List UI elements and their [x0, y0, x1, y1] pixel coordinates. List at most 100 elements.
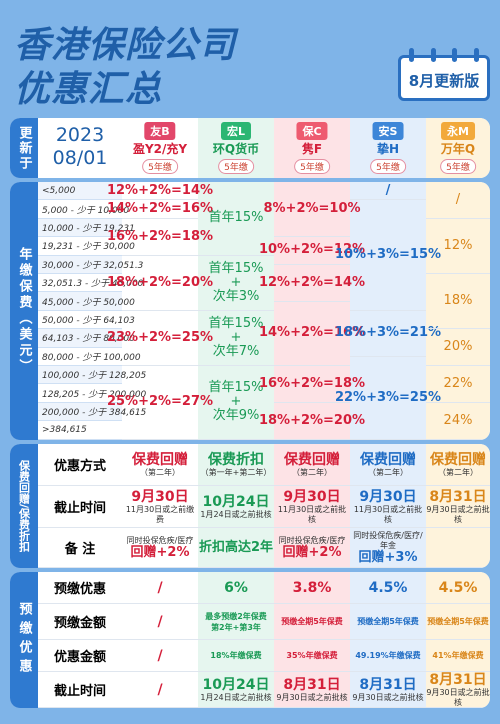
deadline-cell: 9月30日 11月30日或之前缴费	[122, 486, 198, 528]
deadline-cell: 9月30日 11月30日或之前批核	[274, 486, 350, 528]
product-header-2: 宏L 环Q货币 5年缴	[198, 118, 274, 178]
annual-premium-side-label: 年缴保费（美元）	[10, 182, 38, 440]
deadline-main: /	[157, 681, 163, 698]
amount-text: 预缴全期5年保费	[427, 617, 489, 626]
rate-text: 18%+3%=21%	[334, 325, 442, 341]
pay-years: 5年缴	[294, 159, 330, 174]
benefit-text: 18%年缴保费	[210, 651, 262, 660]
premium-band: 5,000 - 少于 10,000	[38, 200, 129, 219]
deadline-main: 8月31日	[429, 671, 487, 688]
c4-rate: 18%+3%=21%	[335, 311, 441, 357]
method-main: 保费回赠	[132, 451, 188, 468]
method-sub: （第二年）	[368, 467, 408, 477]
c2-rate: 首年15%	[198, 182, 274, 256]
benefit-cell: /	[122, 640, 198, 672]
c4-rate: /	[350, 182, 426, 201]
rate-text: 次年3%	[212, 288, 260, 304]
rate-text: 首年15%	[208, 210, 264, 226]
product-name: 环Q货币	[212, 142, 260, 156]
note-main: 回赠+2%	[130, 544, 190, 560]
c5-rate: 24%	[426, 403, 490, 440]
deadline-cell: 8月31日 9月30日或之前批核	[350, 672, 426, 708]
c2-rate: 首年15% + 次年7%	[198, 311, 274, 366]
deadline-sub: 1月24日或之前批核	[200, 509, 272, 519]
pay-years: 5年缴	[142, 159, 178, 174]
c5-rate: /	[426, 182, 490, 219]
rate-text: 25%+2%=27%	[106, 394, 214, 410]
note-cell: 折扣高达2年	[198, 528, 274, 568]
row-label: 备 注	[38, 528, 122, 568]
note-cell: 同时投保危疾/医疗/年金 回赠+3%	[350, 528, 426, 568]
c5-rate: 12%	[426, 219, 490, 274]
rate-text: 14%+2%=16%	[258, 325, 366, 341]
premium-band: 19,231 - 少于 30,000	[38, 237, 135, 256]
plus-text: +	[230, 394, 242, 410]
benefit-text: 35%年缴保费	[286, 651, 338, 660]
c4-rate: 10%+3%=15%	[335, 200, 441, 311]
rate-text: 16%+2%=18%	[258, 375, 366, 391]
plus-text: +	[230, 329, 242, 345]
rate-text: 12%+2%=14%	[106, 182, 214, 198]
method-main: 保费回赠	[430, 451, 486, 468]
method-cell: 保费回赠 （第二年）	[274, 444, 350, 486]
premium-band: 50,000 - 少于 64,103	[38, 311, 135, 330]
premium-band: 10,000 - 少于 19,231	[38, 218, 135, 238]
rate-text: 18%	[443, 293, 473, 309]
rate-text: 20%	[443, 339, 473, 355]
company-chip: 安S	[372, 122, 404, 140]
amount-cell: 预缴全期5年保费	[426, 604, 490, 640]
c3-rate: 14%+2%=16%	[259, 302, 365, 366]
pay-years: 5年缴	[218, 159, 254, 174]
premium-band: 200,000 - 少于 384,615	[38, 402, 146, 422]
deadline-sub: 11月30日或之前缴费	[125, 504, 195, 524]
benefit-text: /	[157, 647, 163, 664]
prepay-rate: 4.5%	[368, 579, 408, 596]
c1-rate: 18%+2%=20%	[107, 256, 213, 311]
deadline-cell: 9月30日 11月30日或之前批核	[350, 486, 426, 528]
prepay-rate: 4.5%	[438, 579, 478, 596]
company-chip: 友B	[144, 122, 176, 140]
prepay-rate: /	[157, 579, 163, 596]
deadline-cell: /	[122, 672, 198, 708]
deadline-sub: 9月30日或之前批核	[426, 687, 490, 707]
row-label: 优惠方式	[38, 444, 122, 486]
deadline-sub: 11月30日或之前批核	[353, 504, 423, 524]
rebate-table: 保费回赠/保费折扣 优惠方式 保费回赠 （第二年） 保费折扣 （第一年+第二年） 保费回赠…	[10, 444, 490, 568]
prepay-rate: 3.8%	[292, 579, 332, 596]
pay-years: 5年缴	[370, 159, 406, 174]
deadline-sub: 1月24日或之前批核	[200, 692, 272, 702]
method-sub: （第二年）	[140, 467, 180, 477]
deadline-cell: 8月31日 9月30日或之前批核	[426, 672, 490, 708]
c5-rate: 18%	[426, 274, 490, 330]
benefit-cell: 49.19%年缴保费	[350, 640, 426, 672]
method-cell: 保费折扣 （第一年+第二年）	[198, 444, 274, 486]
premium-band: <5,000	[38, 182, 122, 201]
deadline-sub: 9月30日或之前批核	[426, 504, 490, 524]
c3-rate: 18%+2%=20%	[259, 403, 365, 440]
deadline-main: 9月30日	[283, 488, 341, 505]
product-name: 挚H	[376, 142, 400, 156]
deadline-sub: 11月30日或之前批核	[277, 504, 347, 524]
rate-text: 次年7%	[212, 343, 260, 359]
note-main: 回赠+3%	[358, 549, 418, 565]
rate-text: /	[455, 191, 461, 207]
rate-text: 首年15%	[208, 315, 264, 331]
rate-text: /	[385, 182, 391, 198]
amount-cell: 预缴全期5年保费	[274, 604, 350, 640]
rate-cell: 6%	[198, 572, 274, 604]
rate-text: 次年9%	[212, 408, 260, 424]
rate-text: 18%+2%=20%	[258, 412, 366, 428]
premium-band: 30,000 - 少于 32,051.3	[38, 255, 143, 274]
c4-rate: 22%+3%=25%	[335, 357, 441, 440]
method-cell: 保费回赠 （第二年）	[426, 444, 490, 486]
amount-cell: 预缴全期5年保费	[350, 604, 426, 640]
rate-text: 22%	[443, 375, 473, 391]
method-main: 保费回赠	[360, 451, 416, 468]
row-label: 预缴金额	[38, 604, 122, 640]
rate-text: 14%+2%=16%	[106, 201, 214, 217]
c2-rate: 首年15% + 次年9%	[198, 366, 274, 440]
c3-rate: 10%+2%=12%	[259, 237, 365, 265]
c3-rate: 12%+2%=14%	[259, 265, 365, 302]
benefit-text: 41%年缴保费	[432, 651, 484, 660]
c5-rate: 22%	[426, 366, 490, 403]
